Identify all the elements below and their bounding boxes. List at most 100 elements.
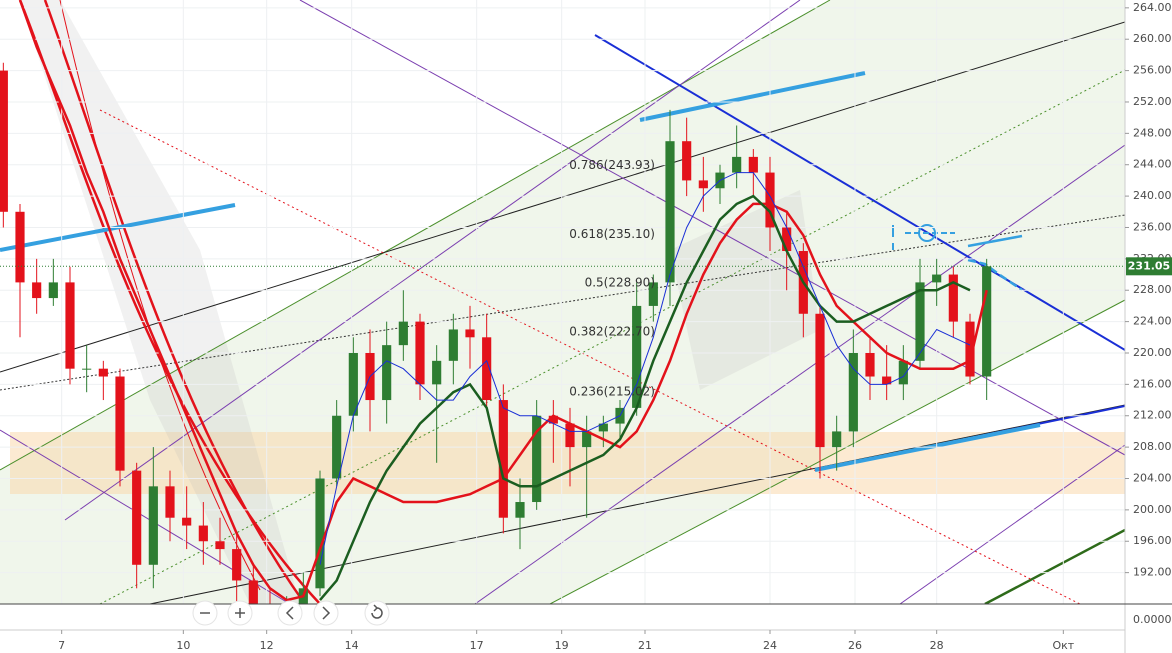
toolbar (192, 600, 390, 626)
indicator-curve (43, 0, 307, 604)
x-tick-label: Окт (1052, 639, 1074, 652)
wedge (20, 0, 300, 604)
candle-body (0, 70, 8, 212)
pitchfork-line (0, 429, 291, 604)
y-tick-label: 192.00 (1133, 566, 1172, 579)
y-tick-label: 256.00 (1133, 64, 1172, 77)
y-tick-label: 212.00 (1133, 409, 1172, 422)
candle-body (182, 517, 192, 526)
channel-line (0, 0, 831, 471)
y-tick-label: 204.00 (1133, 471, 1172, 484)
y-tick-label: 200.00 (1133, 503, 1172, 516)
moving-average (319, 172, 971, 565)
candle-body (248, 580, 258, 604)
x-tick-label: 10 (176, 639, 190, 652)
candle-body (148, 486, 158, 565)
indicator-axis-label: 0.0000 (1133, 613, 1172, 626)
candle-body (332, 415, 342, 479)
candle-body (848, 352, 858, 432)
x-tick-label: 26 (848, 639, 862, 652)
x-tick-label: 17 (470, 639, 484, 652)
x-tick-label: 28 (930, 639, 944, 652)
candle-body (548, 415, 558, 424)
candle-body (598, 423, 608, 432)
candle-body (698, 180, 708, 189)
y-tick-label: 240.00 (1133, 189, 1172, 202)
x-tick-label: 19 (555, 639, 569, 652)
candle-body (832, 431, 842, 448)
candle-body (448, 329, 458, 361)
fib-label: 0.5(228.90) (585, 276, 655, 290)
candle-body (315, 478, 325, 589)
candle-body (465, 329, 475, 338)
candle-body (232, 549, 242, 581)
y-tick-label: 216.00 (1133, 377, 1172, 390)
fib-label: 0.382(222.70) (569, 324, 655, 338)
trend-line (0, 214, 1125, 391)
candle-body (98, 368, 108, 377)
candle-body (198, 525, 208, 542)
candle-body (732, 156, 742, 173)
y-tick-label: 252.00 (1133, 95, 1172, 108)
trend-line (594, 34, 1125, 351)
candle-body (48, 282, 58, 299)
candle-body (765, 172, 775, 228)
marker-line (639, 71, 866, 122)
fib-label: 0.618(235.10) (569, 227, 655, 241)
scroll-right-button[interactable] (313, 600, 339, 626)
candle-body (515, 502, 525, 518)
channel-line (549, 299, 1125, 604)
reset-button[interactable] (364, 600, 390, 626)
trend-line (0, 21, 1125, 373)
fib-label: 0.786(243.93) (569, 158, 655, 172)
candle-body (898, 360, 908, 385)
y-tick-label: 224.00 (1133, 315, 1172, 328)
x-tick-label: 21 (638, 639, 652, 652)
candle-body (982, 266, 992, 377)
candle-body (398, 321, 408, 346)
x-tick-label: 14 (345, 639, 359, 652)
candle-body (782, 227, 792, 252)
candle-body (65, 282, 75, 369)
y-tick-label: 228.00 (1133, 283, 1172, 296)
candle-body (665, 141, 675, 283)
y-tick-label: 248.00 (1133, 126, 1172, 139)
y-tick-label: 264.00 (1133, 1, 1172, 14)
candle-body (82, 368, 92, 370)
zoom-in-button[interactable] (227, 600, 253, 626)
y-tick-label: 260.00 (1133, 32, 1172, 45)
last-price-label: 231.05 (1128, 259, 1170, 272)
candle-body (915, 282, 925, 361)
candle-body (865, 352, 875, 377)
fib-label: 0.236(215.02) (569, 385, 655, 399)
moving-average (319, 194, 971, 601)
y-tick-label: 220.00 (1133, 346, 1172, 359)
candle-body (648, 282, 658, 306)
candle-body (32, 282, 42, 299)
candle-body (815, 313, 825, 448)
y-tick-label: 244.00 (1133, 158, 1172, 171)
zoom-out-button[interactable] (192, 600, 218, 626)
candle-body (432, 360, 442, 385)
candle-body (582, 431, 592, 448)
candle-body (132, 470, 142, 565)
marker-line (967, 258, 1023, 292)
last-price-box (1126, 257, 1172, 276)
y-tick-label: 236.00 (1133, 220, 1172, 233)
candle-body (482, 337, 492, 401)
candle-body (532, 415, 542, 503)
y-tick-label: 208.00 (1133, 440, 1172, 453)
candle-body (565, 423, 575, 448)
indicator-curve (59, 0, 261, 591)
scroll-left-button[interactable] (277, 600, 303, 626)
candle-body (265, 604, 274, 612)
candle-body (165, 486, 175, 518)
marker-line (967, 234, 1023, 248)
channel-line (984, 528, 1125, 604)
x-tick-label: 12 (260, 639, 274, 652)
x-tick-label: 24 (763, 639, 777, 652)
candle-body (632, 305, 642, 408)
candle-body (348, 352, 358, 416)
candle-body (882, 376, 892, 385)
